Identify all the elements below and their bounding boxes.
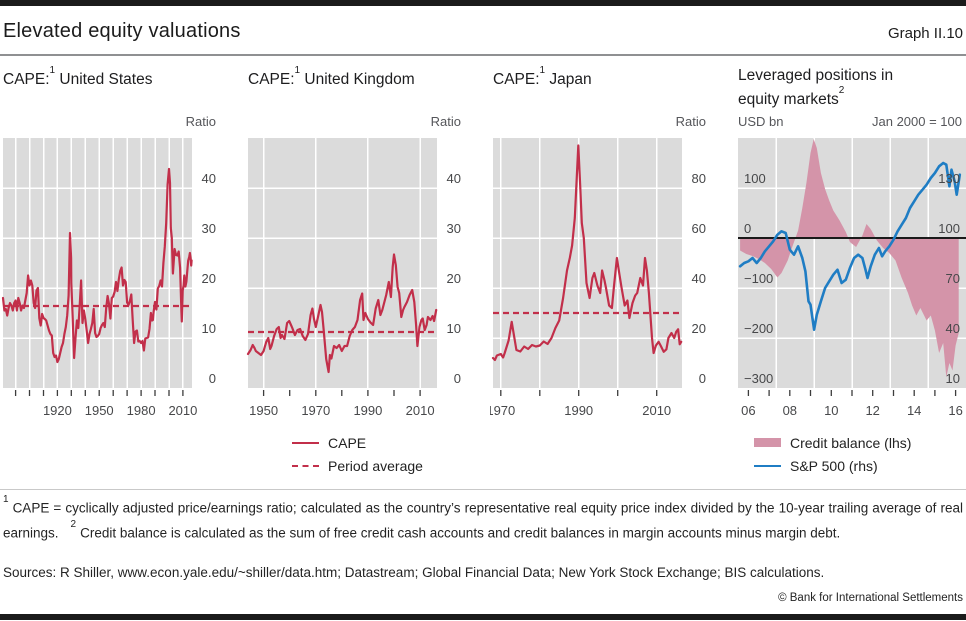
- svg-text:0: 0: [454, 371, 461, 386]
- graph-number-label: Graph II.10: [887, 25, 963, 42]
- legend-item-credit-balance: Credit balance (lhs): [754, 431, 911, 454]
- svg-text:30: 30: [202, 221, 216, 236]
- svg-text:130: 130: [938, 171, 960, 186]
- legend-item-sp500: S&P 500 (rhs): [754, 454, 911, 477]
- svg-text:20: 20: [202, 271, 216, 286]
- title-divider: [0, 54, 966, 56]
- legend-panel4: Credit balance (lhs) S&P 500 (rhs): [754, 431, 911, 477]
- svg-text:0: 0: [209, 371, 216, 386]
- footnote-marker: 1: [539, 65, 546, 76]
- svg-text:80: 80: [692, 171, 706, 186]
- legend-label-cape: CAPE: [328, 434, 367, 451]
- panel-title-uk-rest: United Kingdom: [300, 71, 415, 89]
- svg-text:1920: 1920: [43, 403, 72, 418]
- footnote-1-text: CAPE = cyclically adjusted price/earning…: [3, 500, 963, 541]
- svg-text:100: 100: [938, 221, 960, 236]
- svg-text:14: 14: [907, 403, 921, 418]
- svg-text:16: 16: [948, 403, 962, 418]
- page-title: Elevated equity valuations: [3, 20, 241, 42]
- svg-text:1990: 1990: [564, 403, 593, 418]
- panel-title-jp-rest: Japan: [545, 71, 592, 89]
- legend-cape: CAPE Period average: [292, 431, 423, 477]
- panel-title-leveraged-line1: Leveraged positions in: [738, 67, 894, 84]
- svg-text:40: 40: [946, 321, 960, 336]
- panel-title-uk: CAPE:1 United Kingdom: [248, 65, 484, 90]
- svg-text:1970: 1970: [490, 403, 515, 418]
- panel-title-uk-prefix: CAPE:: [248, 71, 295, 89]
- axis-unit-ratio-us: Ratio: [185, 114, 216, 129]
- svg-text:2010: 2010: [406, 403, 435, 418]
- svg-text:10: 10: [202, 321, 216, 336]
- panel-title-leveraged: Leveraged positions in equity markets2: [738, 66, 966, 110]
- svg-text:1970: 1970: [301, 403, 330, 418]
- svg-text:−200: −200: [744, 321, 773, 336]
- cape-line-swatch: [292, 441, 319, 444]
- legend-label-period-average: Period average: [328, 457, 423, 474]
- panel-title-jp-prefix: CAPE:: [493, 71, 540, 89]
- copyright-notice: © Bank for International Settlements: [778, 592, 963, 604]
- svg-text:1980: 1980: [127, 403, 156, 418]
- svg-text:12: 12: [865, 403, 879, 418]
- footnotes: 1CAPE = cyclically adjusted price/earnin…: [3, 494, 963, 543]
- svg-text:40: 40: [692, 271, 706, 286]
- legend-item-period-average: Period average: [292, 454, 423, 477]
- svg-text:60: 60: [692, 221, 706, 236]
- svg-text:20: 20: [447, 271, 461, 286]
- panel-title-leveraged-line2-text: equity markets: [738, 91, 839, 109]
- credit-balance-area-swatch: [754, 438, 781, 447]
- footnote-marker: 2: [838, 85, 845, 96]
- panel-title-us-prefix: CAPE:: [3, 71, 50, 89]
- svg-text:100: 100: [744, 171, 766, 186]
- svg-text:06: 06: [741, 403, 755, 418]
- footnote-2-text: Credit balance is calculated as the sum …: [80, 525, 841, 540]
- sp500-line-swatch: [754, 464, 781, 467]
- legend-label-sp500: S&P 500 (rhs): [790, 457, 878, 474]
- svg-text:40: 40: [202, 171, 216, 186]
- panel-title-us: CAPE:1 United States: [3, 65, 239, 90]
- footnote-marker: 1: [49, 65, 56, 76]
- leveraged-positions-chart: 100 0 −100 −200 −300 130 100 70 40 10 06 08 10 12 14 16: [738, 138, 966, 418]
- bottom-bar: [0, 614, 966, 620]
- sources-line: Sources: R Shiller, www.econ.yale.edu/~s…: [3, 565, 825, 580]
- svg-text:20: 20: [692, 321, 706, 336]
- svg-text:40: 40: [447, 171, 461, 186]
- svg-text:0: 0: [699, 371, 706, 386]
- svg-text:2010: 2010: [642, 403, 671, 418]
- axis-unit-usd-bn: USD bn: [738, 114, 784, 129]
- svg-text:10: 10: [447, 321, 461, 336]
- svg-text:−100: −100: [744, 271, 773, 286]
- svg-text:2010: 2010: [168, 403, 197, 418]
- period-average-dash-swatch: [292, 464, 319, 467]
- panel-title-leveraged-line2: equity markets2: [738, 85, 966, 110]
- panel-title-jp: CAPE:1 Japan: [493, 65, 729, 90]
- legend-label-credit-balance: Credit balance (lhs): [790, 434, 912, 451]
- axis-unit-index: Jan 2000 = 100: [872, 114, 962, 129]
- svg-text:70: 70: [946, 271, 960, 286]
- footnote-marker: 1: [294, 65, 301, 76]
- svg-text:−300: −300: [744, 371, 773, 386]
- footnote-divider: [0, 489, 966, 490]
- axis-unit-ratio-jp: Ratio: [675, 114, 706, 129]
- svg-text:08: 08: [783, 403, 797, 418]
- panel-title-us-rest: United States: [55, 71, 153, 89]
- svg-text:10: 10: [824, 403, 838, 418]
- cape-jp-chart: 80 60 40 20 0 1970 1990 2010: [490, 138, 706, 418]
- footnote-2-marker: 2: [70, 518, 77, 530]
- svg-text:30: 30: [447, 221, 461, 236]
- svg-text:0: 0: [744, 221, 751, 236]
- svg-text:1990: 1990: [353, 403, 382, 418]
- svg-text:1950: 1950: [249, 403, 278, 418]
- footnote-1-marker: 1: [3, 494, 9, 505]
- svg-text:1950: 1950: [85, 403, 114, 418]
- svg-text:10: 10: [946, 371, 960, 386]
- legend-item-cape: CAPE: [292, 431, 423, 454]
- top-bar: [0, 0, 966, 6]
- axis-unit-ratio-uk: Ratio: [430, 114, 461, 129]
